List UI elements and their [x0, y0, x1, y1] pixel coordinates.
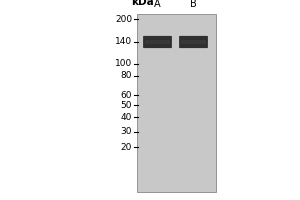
FancyBboxPatch shape [179, 36, 208, 48]
Text: 30: 30 [121, 128, 132, 136]
Bar [136, 14, 216, 192]
Text: 40: 40 [121, 112, 132, 121]
Text: 200: 200 [115, 15, 132, 23]
FancyBboxPatch shape [143, 36, 172, 48]
Text: 80: 80 [121, 72, 132, 80]
Text: B: B [190, 0, 197, 9]
Text: 100: 100 [115, 60, 132, 68]
FancyBboxPatch shape [145, 40, 170, 44]
Text: 140: 140 [115, 38, 132, 46]
Text: kDa: kDa [131, 0, 154, 7]
FancyBboxPatch shape [181, 40, 206, 44]
Text: 50: 50 [121, 100, 132, 110]
Text: 60: 60 [121, 90, 132, 99]
Text: 20: 20 [121, 142, 132, 152]
Text: A: A [154, 0, 161, 9]
